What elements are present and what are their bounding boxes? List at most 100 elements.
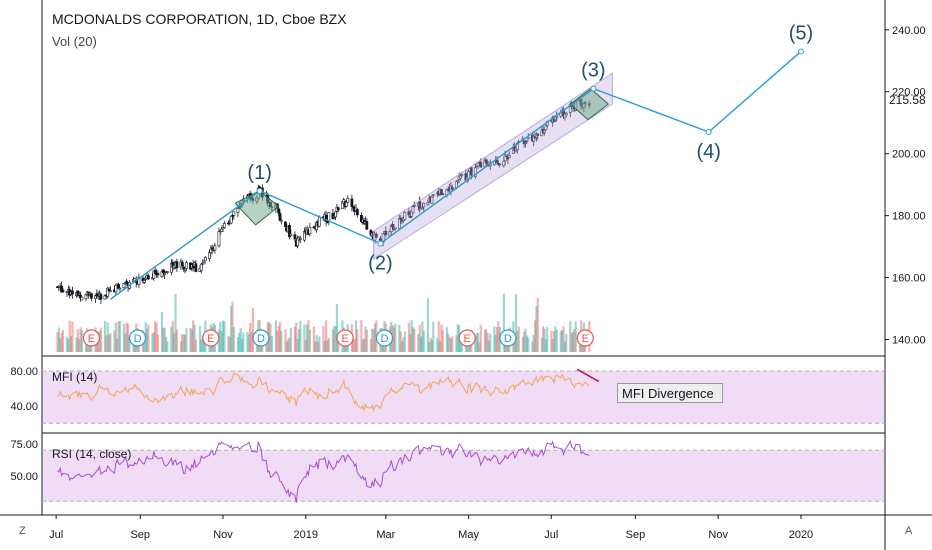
candle-body [208,252,211,259]
volume-bar [573,328,576,352]
mfi-divergence-line [576,368,600,383]
volume-bar [403,331,406,352]
volume-bar [551,339,554,352]
candle-body [156,272,160,276]
volume-bar [574,321,577,352]
volume-bar [227,335,230,352]
candle-body [365,221,369,230]
mfi-band [43,371,884,424]
volume-bar [293,326,297,352]
chart-title: MCDONALDS CORPORATION, 1D, Cboe BZX [52,11,347,27]
rsi-legend: RSI (14, close) [52,447,132,461]
timezone-toggle[interactable]: Z [19,525,26,537]
candle-body [384,230,388,236]
price-tick-label: 220.00 [892,87,926,99]
time-tick-label: Jul [544,529,558,541]
candle-body [99,294,103,300]
volume-bar [312,326,316,352]
wave3-box [569,87,610,121]
rising-channel [373,72,613,260]
earnings-marker-label: E [341,333,348,345]
time-tick-label: Nov [213,529,233,541]
volume-legend: Vol (20) [52,34,97,49]
candle-body [277,208,281,214]
dividend-marker-label: D [504,333,512,345]
event-marker [499,329,517,347]
last-price-label: 215.58 [889,93,926,107]
time-tick-label: May [458,529,479,541]
volume-bar [327,338,330,352]
candle-body [479,162,483,168]
volume-bar [525,335,529,352]
volume-bar [448,336,451,352]
auto-scale-toggle[interactable]: A [905,525,913,537]
candle-body [77,293,81,296]
volume-bar [276,330,279,352]
volume-bar [326,340,329,352]
candle-body [298,238,302,240]
volume-bar [411,327,415,352]
volume-bar [356,329,359,352]
rsi-tick-label: 75.00 [10,439,38,451]
candle-body [165,271,169,273]
volume-bar [304,340,307,352]
volume-bar [494,334,497,352]
volume-bar [570,333,573,352]
volume-bar [277,325,280,352]
dividend-marker-label: D [380,333,388,345]
volume-bar [333,325,336,352]
volume-bar [474,336,477,352]
volume-bar [109,333,112,352]
earnings-marker-label: E [464,333,471,345]
volume-bar [422,330,425,352]
volume-bar [147,324,150,352]
volume-bar [571,331,575,352]
volume-bar [364,326,367,352]
volume-bar [459,338,462,352]
volume-bar [544,339,547,352]
volume-bar [60,332,63,352]
volume-bar [236,337,240,352]
volume-bar [240,338,244,352]
volume-bar [278,322,282,352]
volume-bar [514,294,518,352]
volume-bar [76,329,79,352]
volume-bar [409,333,412,352]
volume-bar [303,324,306,352]
volume-bar [270,335,273,352]
volume-bar [249,323,252,352]
volume-bar [71,321,74,352]
volume-bar [334,326,337,352]
volume-bar [578,337,581,352]
candle-body [236,208,240,214]
volume-bar [125,322,128,352]
volume-bar [173,333,176,352]
volume-bar [517,326,520,352]
candle-body [71,290,74,295]
dividend-marker-label: D [134,333,142,345]
rsi-series-line [57,440,590,503]
volume-bar [61,329,65,352]
volume-bar [531,341,534,352]
volume-bar [325,320,328,352]
volume-bar [371,329,374,352]
volume-bar [369,339,372,352]
event-marker [82,329,101,347]
volume-bar [546,326,549,352]
volume-bar [407,322,410,352]
event-marker [252,329,270,347]
earnings-marker-label: E [88,333,95,345]
volume-bar [255,341,259,352]
candle-body [334,211,338,218]
wave-point [377,240,384,247]
candle-body [146,275,150,280]
volume-bar [475,333,478,352]
volume-bar [449,338,453,352]
volume-bar [337,341,340,352]
mfi-tick-label: 40.00 [10,401,38,413]
volume-bar [543,328,546,352]
candle-body [431,194,435,196]
volume-bar [247,334,250,352]
volume-bar [331,329,334,352]
volume-bar [478,341,481,352]
